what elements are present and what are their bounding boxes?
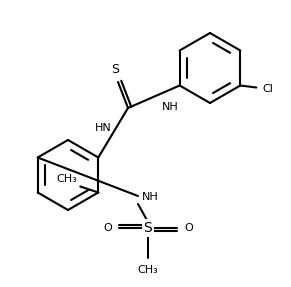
Text: NH: NH	[162, 102, 179, 112]
Text: CH₃: CH₃	[56, 174, 77, 183]
Text: S: S	[144, 221, 152, 235]
Text: S: S	[111, 63, 119, 76]
Text: O: O	[184, 223, 193, 233]
Text: O: O	[103, 223, 112, 233]
Text: Cl: Cl	[262, 84, 273, 94]
Text: CH₃: CH₃	[138, 265, 158, 275]
Text: HN: HN	[95, 123, 111, 133]
Text: NH: NH	[142, 192, 159, 202]
